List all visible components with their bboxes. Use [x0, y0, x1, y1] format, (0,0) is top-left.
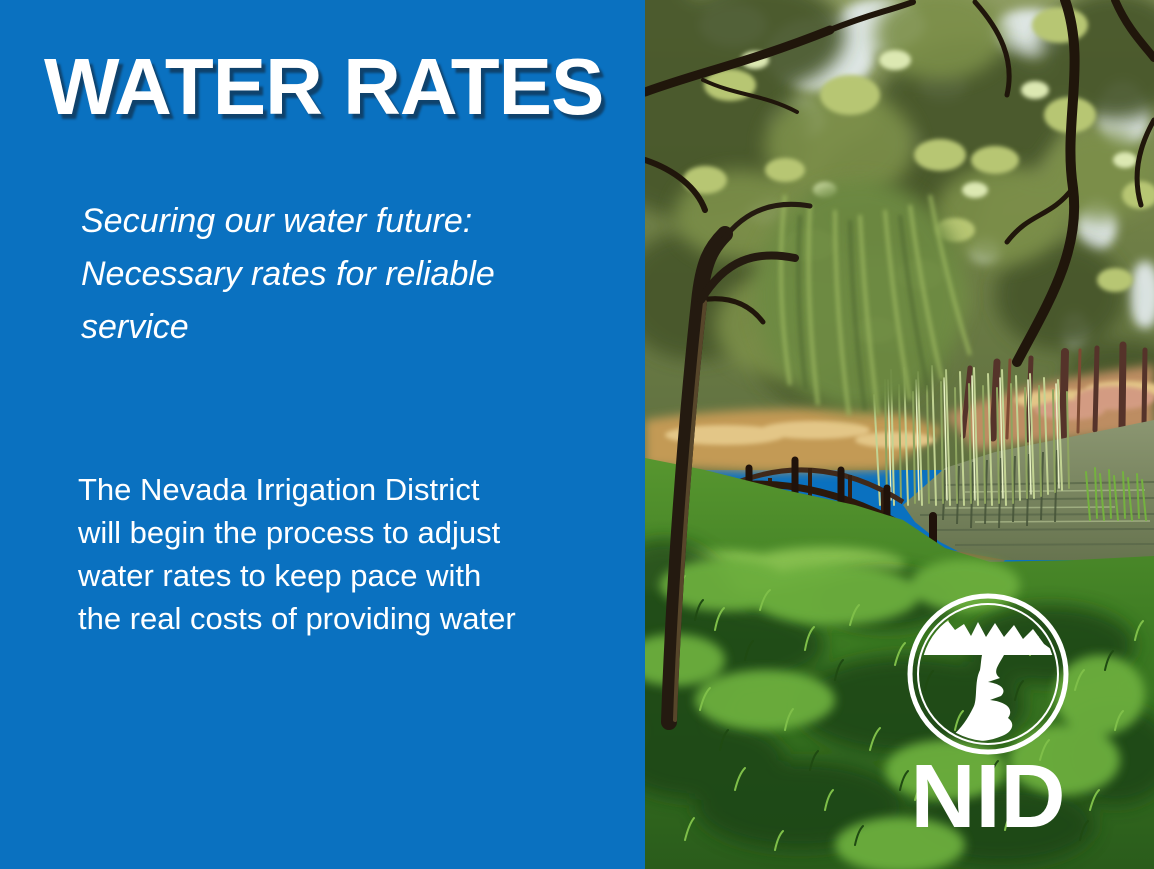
logo-mountains — [921, 621, 1055, 655]
background-trunks — [960, 341, 1148, 443]
slide-subtitle: Securing our water future: Necessary rat… — [81, 202, 495, 346]
nid-logo-text: NID — [911, 747, 1066, 847]
logo-river — [950, 655, 1013, 741]
slide-title: WATER RATES — [44, 42, 604, 131]
willow-tree — [755, 180, 972, 416]
park-photo: NID — [645, 0, 1154, 869]
photo-panel: NID — [645, 0, 1154, 869]
left-blue-panel: WATER RATES Securing our water future: N… — [44, 42, 605, 636]
tree-trunk — [661, 201, 813, 730]
nid-logo-icon: NID — [907, 593, 1069, 847]
reed-bed — [873, 365, 1147, 521]
tree-branches — [645, 0, 1154, 367]
pond — [903, 420, 1154, 560]
foreground-grass — [645, 458, 1154, 869]
slide-body-text: The Nevada Irrigation District will begi… — [78, 472, 516, 636]
